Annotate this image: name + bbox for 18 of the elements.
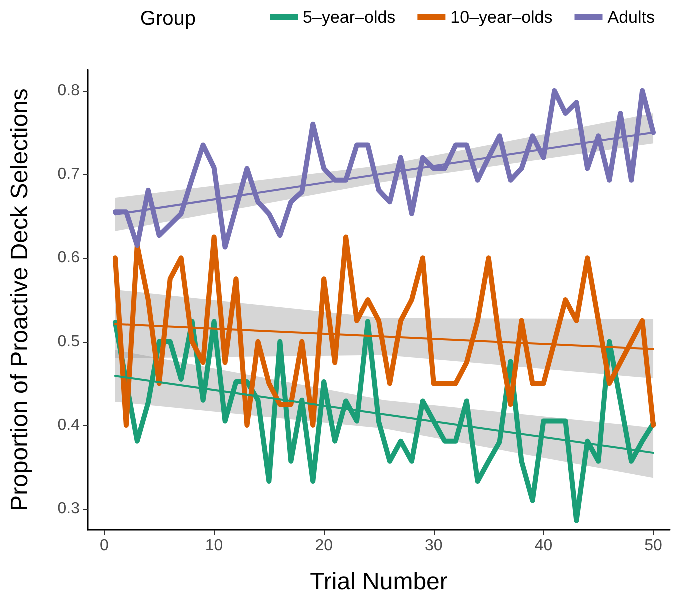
x-tick-label: 50: [644, 538, 663, 554]
legend-label: 10–year–olds: [450, 8, 553, 27]
y-tick-label: 0.6: [58, 250, 80, 267]
x-axis-title: Trial Number: [310, 568, 448, 596]
y-tick-label: 0.8: [58, 82, 80, 100]
x-tick-label: 0: [100, 538, 110, 554]
y-tick-label: 0.7: [58, 166, 80, 184]
legend-title: Group: [140, 8, 196, 30]
x-tick-label: 20: [315, 538, 334, 554]
legend-label: 5–year–olds: [303, 8, 396, 27]
y-tick-label: 0.3: [58, 500, 80, 518]
x-tick-label: 30: [425, 538, 443, 554]
x-tick-label: 10: [205, 538, 224, 554]
legend-label: Adults: [608, 8, 655, 27]
y-tick-label: 0.5: [58, 333, 80, 350]
y-axis-title: Proportion of Proactive Deck Selections: [6, 88, 34, 512]
x-tick-label: 40: [534, 538, 553, 554]
y-tick-label: 0.4: [58, 416, 80, 434]
